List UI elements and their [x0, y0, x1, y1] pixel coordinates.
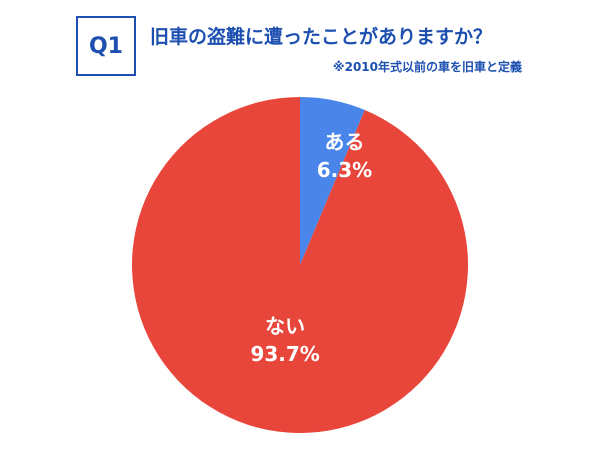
chart-title: 旧車の盗難に遭ったことがありますか？	[150, 26, 493, 48]
question-number: Q1	[88, 33, 123, 59]
pie-slice-no	[132, 97, 468, 433]
slice-value-no: 93.7%	[250, 342, 319, 366]
slice-label-no: ない	[265, 314, 305, 338]
chart-note: ※2010年式以前の車を旧車と定義	[332, 60, 522, 74]
pie-slice-yes	[300, 97, 365, 265]
slice-label-yes: ある	[324, 130, 364, 154]
slice-value-yes: 6.3%	[317, 158, 372, 182]
question-badge: Q1	[76, 16, 136, 76]
